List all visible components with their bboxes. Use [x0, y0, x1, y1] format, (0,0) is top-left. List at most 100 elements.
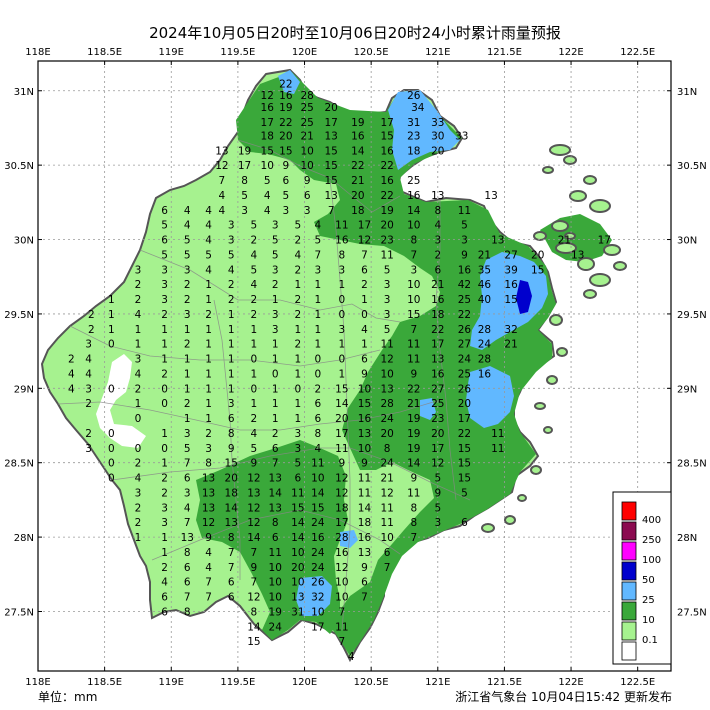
rain-value: 11 [407, 487, 420, 499]
rain-value: 26 [311, 577, 325, 589]
rain-value: 11 [380, 339, 393, 351]
rain-value: 1 [135, 339, 142, 351]
rain-value: 0 [272, 368, 279, 380]
rain-value: 11 [380, 502, 393, 514]
rain-value: 4 [85, 368, 92, 380]
x-tick-label-bottom: 122E [558, 677, 583, 688]
rain-value: 3 [161, 517, 168, 529]
rain-value: 23 [431, 413, 444, 425]
rain-value: 6 [184, 473, 191, 485]
rain-value: 8 [410, 502, 417, 514]
y-tick-label-right: 30N [677, 236, 697, 247]
x-tick-label-top: 119E [159, 47, 184, 58]
rain-value: 21 [478, 249, 491, 261]
rain-value: 1 [161, 532, 168, 544]
no-rain-patch [96, 354, 146, 448]
rain-value: 9 [251, 458, 258, 470]
rain-zone-25-50-wenzhou [296, 576, 332, 616]
rain-value: 13 [269, 473, 282, 485]
rain-value: 1 [228, 368, 235, 380]
rain-value: 5 [315, 235, 322, 247]
rain-value: 7 [251, 547, 258, 559]
rain-value: 4 [205, 264, 212, 276]
rain-value: 1 [205, 383, 212, 395]
rain-value: 4 [264, 190, 271, 202]
rain-value: 5 [184, 249, 191, 261]
rain-value: 1 [205, 398, 212, 410]
x-tick-label-top: 121E [425, 47, 450, 58]
rain-zone-25-50-ningbo [470, 252, 548, 350]
rain-value: 3 [338, 324, 345, 336]
rain-value: 3 [384, 279, 391, 291]
rain-value: 20 [380, 220, 393, 232]
rain-value: 24 [311, 562, 325, 574]
rain-value: 3 [184, 428, 191, 440]
rain-value: 1 [135, 532, 142, 544]
rain-value: 13 [491, 235, 504, 247]
x-tick-label-top: 120.5E [354, 47, 389, 58]
rain-value: 14 [358, 502, 372, 514]
rain-value: 6 [315, 398, 322, 410]
rain-value: 12 [247, 517, 260, 529]
rain-value: 13 [358, 428, 371, 440]
rain-value: 8 [205, 458, 212, 470]
rain-value: 2 [251, 294, 258, 306]
rain-value: 1 [205, 279, 212, 291]
rain-value: 12 [202, 517, 215, 529]
legend-swatch [621, 541, 637, 561]
rain-value: 4 [205, 220, 212, 232]
rain-value: 3 [228, 220, 235, 232]
rain-value: 0 [315, 354, 322, 366]
rain-value: 10 [380, 532, 393, 544]
rain-value: 10 [335, 592, 348, 604]
rain-value: 46 [478, 279, 492, 291]
rain-value: 5 [272, 235, 279, 247]
rain-value: 1 [184, 413, 191, 425]
legend-swatch [621, 641, 637, 661]
rain-value: 8 [434, 205, 441, 217]
rainfall-legend: 400 250 100 50 25 10 0.1 [612, 491, 672, 665]
rain-value: 1 [272, 354, 279, 366]
rain-value: 0 [108, 383, 115, 395]
x-tick-label-top: 118E [25, 47, 50, 58]
rain-value: 26 [407, 90, 421, 102]
rain-value: 15 [358, 398, 371, 410]
x-tick-label-top: 122.5E [620, 47, 655, 58]
y-tick-label-left: 30.5N [4, 161, 34, 172]
rain-value: 1 [135, 398, 142, 410]
rain-value: 2 [434, 249, 441, 261]
rain-value: 11 [358, 473, 371, 485]
rain-value: 1 [272, 398, 279, 410]
rain-value: 7 [328, 205, 335, 217]
rain-value: 10 [407, 220, 420, 232]
rain-value: 1 [205, 294, 212, 306]
rain-value: 6 [304, 190, 311, 202]
rain-value: 8 [410, 235, 417, 247]
rain-value: 4 [315, 220, 322, 232]
rain-value: 3 [184, 309, 191, 321]
y-tick-label-right: 28.5N [677, 459, 707, 470]
rain-value: 2 [295, 294, 302, 306]
rain-value: 39 [504, 264, 517, 276]
rain-value: 14 [311, 487, 325, 499]
island [556, 347, 568, 357]
rain-value: 1 [272, 294, 279, 306]
rain-value: 11 [269, 547, 282, 559]
rain-value: 8 [241, 175, 248, 187]
y-tick-label-right: 28N [677, 533, 697, 544]
map-frame [37, 60, 672, 672]
rain-value: 22 [458, 428, 471, 440]
rain-value: 20 [351, 190, 364, 202]
unit-label: 单位：mm [38, 690, 98, 704]
rain-value: 2 [68, 354, 75, 366]
rain-value: 11 [458, 205, 471, 217]
rain-value: 1 [315, 309, 322, 321]
rain-value: 1 [108, 309, 115, 321]
rain-value: 8 [184, 606, 191, 618]
rain-value: 24 [311, 517, 325, 529]
rain-value: 14 [407, 458, 421, 470]
rain-value: 2 [295, 339, 302, 351]
rain-value: 6 [184, 577, 191, 589]
rain-value: 1 [295, 413, 302, 425]
rain-value: 19 [407, 443, 420, 455]
